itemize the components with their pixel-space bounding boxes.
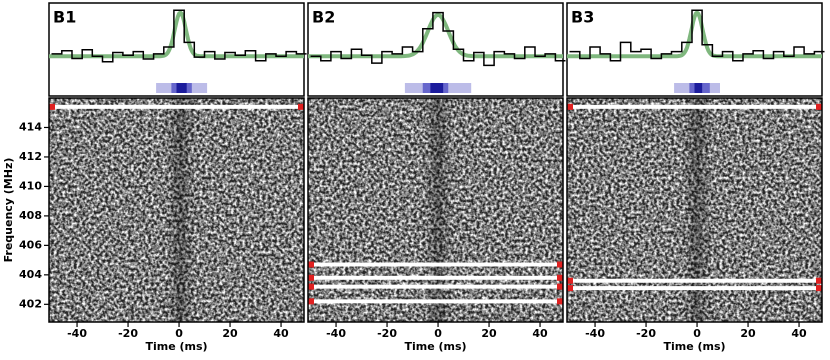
x-axis-label: Time (ms) <box>663 340 725 353</box>
x-tick-label: -40 <box>585 327 605 340</box>
waterfall-frame <box>307 97 564 323</box>
flag-marker-right <box>298 103 304 110</box>
flag-marker-left <box>308 298 314 305</box>
x-tick-label: 0 <box>175 327 183 340</box>
burst-band <box>683 98 712 322</box>
panel-title: B1 <box>53 8 76 27</box>
window-band <box>176 83 187 93</box>
x-tick-label: -20 <box>377 327 397 340</box>
profile-line <box>569 9 825 62</box>
flag-marker-right <box>816 103 822 110</box>
y-axis-label: Frequency (MHz) <box>2 158 15 263</box>
flag-marker-left <box>567 277 573 284</box>
x-tick-label: 0 <box>693 327 701 340</box>
flagged-channel <box>49 104 304 109</box>
flag-marker-left <box>49 103 55 110</box>
x-tick-label: -40 <box>326 327 346 340</box>
x-tick-label: 20 <box>481 327 497 340</box>
burst-band <box>166 98 195 322</box>
x-tick-label: 40 <box>273 327 289 340</box>
profile-line <box>51 9 307 63</box>
y-tick-label: 414 <box>19 120 42 133</box>
x-tick-label: 40 <box>532 327 548 340</box>
x-tick-label: -40 <box>67 327 87 340</box>
flag-marker-left <box>567 103 573 110</box>
flagged-channel <box>308 262 563 267</box>
y-tick-label: 410 <box>19 179 42 192</box>
flagged-channel <box>308 284 563 289</box>
y-tick-label: 404 <box>19 268 42 281</box>
x-tick-label: 0 <box>434 327 442 340</box>
waterfall-frame <box>566 97 823 323</box>
flagged-channel <box>567 104 822 109</box>
y-tick-label: 412 <box>19 150 42 163</box>
x-tick-label: -20 <box>636 327 656 340</box>
flag-marker-right <box>557 283 563 290</box>
flag-marker-right <box>557 261 563 268</box>
waterfall-frame <box>48 97 305 323</box>
y-tick-label: 402 <box>19 297 42 310</box>
flag-marker-right <box>816 277 822 284</box>
model-curve <box>49 9 304 59</box>
y-tick-label: 408 <box>19 209 42 222</box>
panel-title: B3 <box>571 8 594 27</box>
flag-marker-right <box>557 298 563 305</box>
profile-line <box>310 11 566 67</box>
flag-marker-right <box>557 274 563 281</box>
x-tick-label: 40 <box>791 327 807 340</box>
flag-marker-left <box>308 274 314 281</box>
flagged-channel <box>308 275 563 280</box>
flagged-channel <box>567 278 822 283</box>
flag-marker-right <box>816 285 822 292</box>
x-tick-label: -20 <box>118 327 138 340</box>
flag-marker-left <box>308 283 314 290</box>
x-tick-label: 20 <box>740 327 756 340</box>
model-curve <box>567 9 822 59</box>
flagged-channel <box>567 286 822 291</box>
x-tick-label: 20 <box>222 327 238 340</box>
x-axis-label: Time (ms) <box>145 340 207 353</box>
flagged-channel <box>308 299 563 304</box>
window-band <box>694 83 703 93</box>
flag-marker-left <box>567 285 573 292</box>
x-axis-label: Time (ms) <box>404 340 466 353</box>
y-tick-label: 406 <box>19 238 42 251</box>
window-band <box>430 83 444 93</box>
panel-title: B2 <box>312 8 335 27</box>
flag-marker-left <box>308 261 314 268</box>
model-curve <box>308 12 563 59</box>
